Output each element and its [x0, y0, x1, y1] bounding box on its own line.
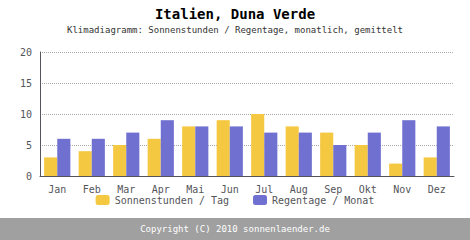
svg-text:Klimadiagramm: Sonnenstunden /: Klimadiagramm: Sonnenstunden / Regentage… — [67, 25, 403, 35]
svg-text:Mar: Mar — [117, 184, 135, 195]
svg-text:10: 10 — [20, 109, 32, 120]
svg-text:20: 20 — [20, 47, 32, 58]
svg-text:Regentage / Monat: Regentage / Monat — [272, 195, 374, 206]
svg-text:15: 15 — [20, 78, 32, 89]
svg-text:Nov: Nov — [393, 184, 411, 195]
svg-text:Apr: Apr — [152, 184, 170, 195]
svg-text:Mai: Mai — [186, 184, 204, 195]
svg-text:0: 0 — [26, 171, 32, 182]
svg-text:Sonnenstunden / Tag: Sonnenstunden / Tag — [115, 195, 229, 206]
svg-text:Jun: Jun — [221, 184, 239, 195]
svg-text:5: 5 — [26, 140, 32, 151]
svg-text:Feb: Feb — [83, 184, 101, 195]
svg-text:Dez: Dez — [428, 184, 446, 195]
svg-text:Sep: Sep — [324, 184, 342, 195]
svg-text:Italien, Duna Verde: Italien, Duna Verde — [155, 6, 315, 22]
svg-text:Okt: Okt — [359, 184, 377, 195]
svg-text:Jul: Jul — [255, 184, 273, 195]
svg-text:Aug: Aug — [290, 184, 308, 195]
svg-text:Copyright (C) 2010 sonnenlaend: Copyright (C) 2010 sonnenlaender.de — [140, 224, 330, 234]
svg-text:Jan: Jan — [48, 184, 66, 195]
